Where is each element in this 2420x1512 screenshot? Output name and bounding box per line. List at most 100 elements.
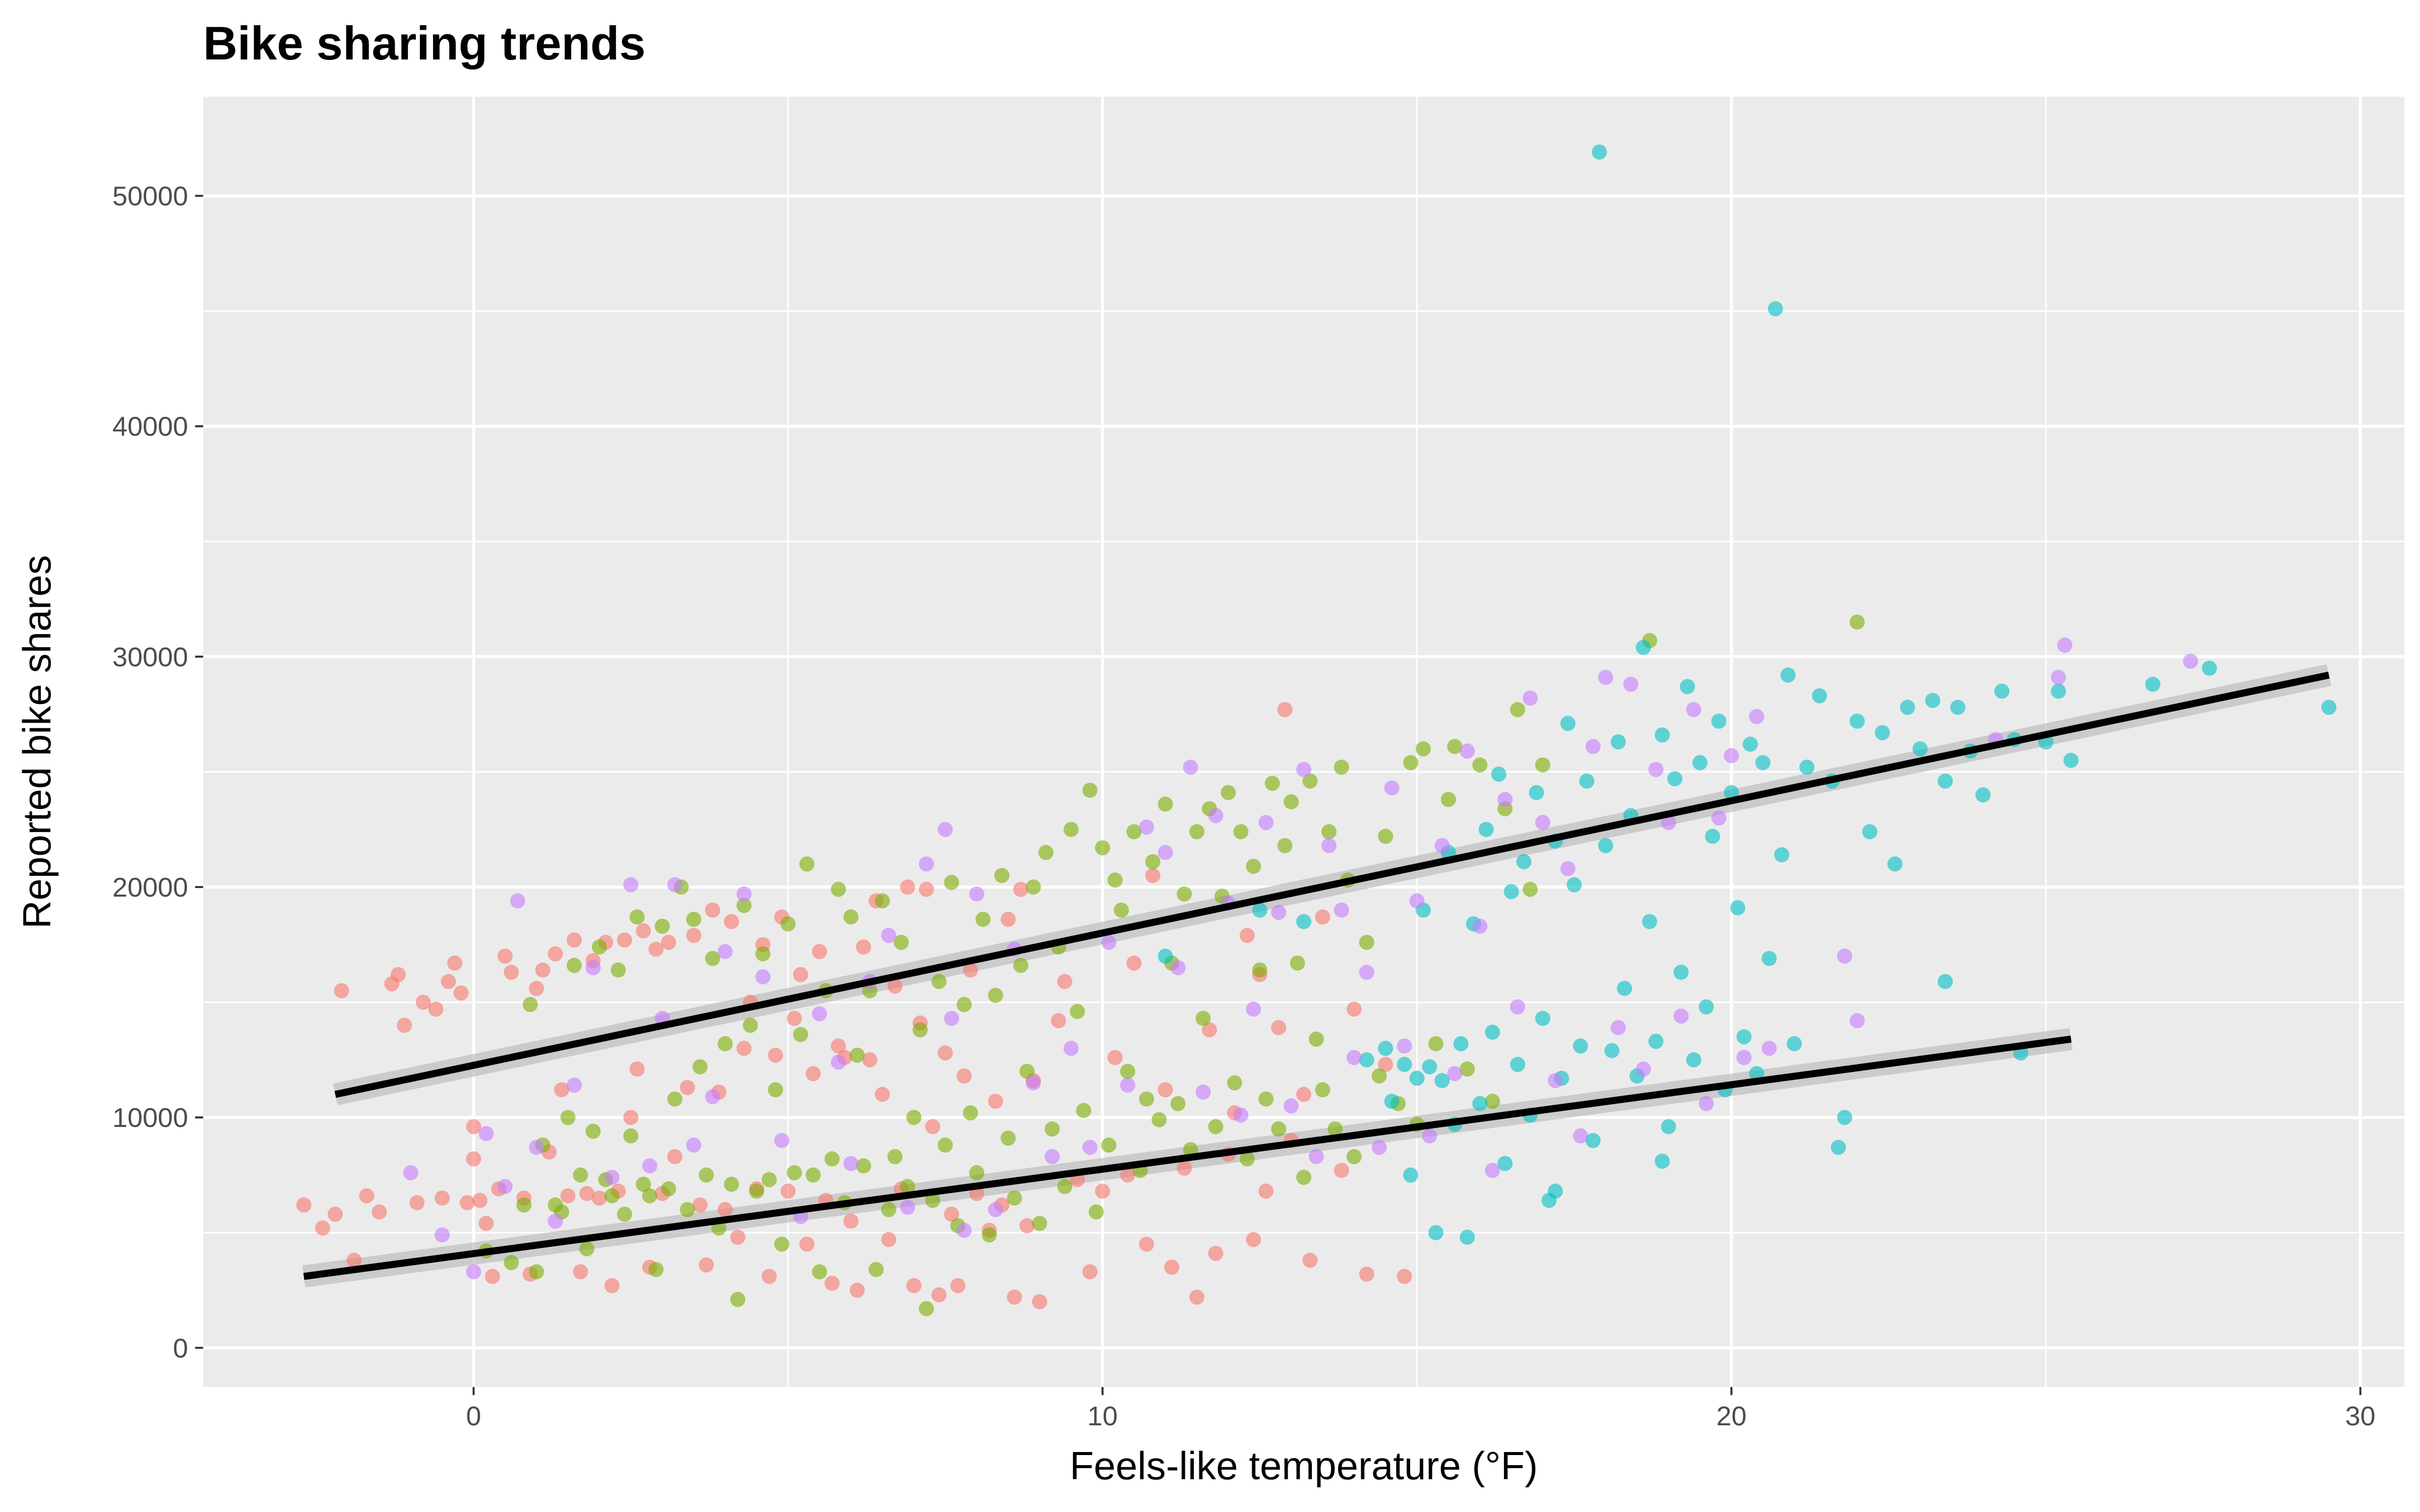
data-point [2050, 670, 2066, 685]
y-tick-label: 40000 [112, 412, 188, 442]
data-point [1378, 1041, 1394, 1056]
data-point [1038, 845, 1054, 860]
data-point [1636, 640, 1651, 655]
data-point [1440, 792, 1456, 807]
data-point [1208, 808, 1224, 824]
data-point [1849, 1013, 1865, 1029]
data-point [1076, 1103, 1092, 1118]
data-point [1378, 829, 1394, 844]
data-point [1799, 760, 1814, 775]
y-tick-label: 20000 [112, 872, 188, 903]
data-point [1416, 741, 1431, 757]
data-point [1849, 713, 1865, 729]
data-point [812, 1264, 827, 1280]
data-point [1472, 757, 1488, 773]
data-point [862, 1052, 878, 1067]
data-point [667, 1149, 683, 1164]
data-point [1837, 1110, 1852, 1125]
data-point [944, 874, 959, 890]
data-point [648, 1262, 664, 1277]
data-point [956, 1223, 972, 1238]
data-point [1271, 1121, 1287, 1137]
data-point [1912, 741, 1928, 757]
data-point [1152, 1112, 1167, 1127]
data-point [698, 1167, 714, 1183]
data-point [1403, 1167, 1419, 1183]
data-point [931, 1287, 947, 1303]
data-point [1013, 881, 1028, 897]
data-point [428, 1001, 444, 1017]
data-point [1246, 1232, 1261, 1247]
data-point [415, 994, 431, 1010]
data-point [611, 962, 626, 978]
data-point [824, 1151, 840, 1167]
data-point [1271, 1020, 1287, 1035]
data-point [856, 939, 871, 955]
data-point [1346, 1149, 1362, 1164]
data-point [1189, 1289, 1204, 1305]
data-point [1069, 1003, 1085, 1019]
data-point [1107, 872, 1123, 888]
data-point [768, 1082, 783, 1098]
data-point [950, 1278, 965, 1293]
data-point [717, 1036, 733, 1051]
data-point [1673, 1009, 1689, 1024]
data-point [667, 1091, 683, 1107]
data-point [1900, 700, 1915, 715]
data-point [875, 1087, 890, 1102]
data-point [856, 1158, 871, 1174]
data-point [1107, 1050, 1123, 1065]
data-point [761, 1172, 777, 1187]
data-point [1711, 713, 1727, 729]
data-point [453, 985, 469, 1001]
fit-line [334, 671, 2330, 1098]
data-point [1258, 815, 1274, 830]
data-point [887, 978, 903, 994]
data-point [944, 1011, 959, 1026]
chart-title: Bike sharing trends [203, 17, 646, 70]
data-point [1503, 884, 1519, 900]
data-point [1692, 755, 1708, 771]
data-point [478, 1216, 494, 1231]
data-point [1655, 1154, 1670, 1169]
data-point [1170, 960, 1186, 975]
data-point [1648, 1034, 1664, 1049]
data-point [1585, 739, 1601, 754]
data-point [1208, 1245, 1224, 1261]
data-point [1699, 999, 1714, 1015]
data-point [478, 1126, 494, 1142]
data-point [705, 902, 720, 918]
data-point [1158, 949, 1173, 964]
data-point [919, 881, 934, 897]
data-point [1510, 1057, 1526, 1072]
data-point [843, 1156, 859, 1171]
data-point [1523, 690, 1538, 706]
data-point [1063, 1041, 1079, 1056]
data-point [1221, 785, 1236, 800]
data-point [812, 1006, 827, 1022]
data-point [548, 1213, 563, 1229]
data-point [466, 1151, 481, 1167]
data-point [1585, 1132, 1601, 1148]
data-point [1566, 877, 1582, 893]
data-point [1120, 1078, 1135, 1093]
data-point [868, 1262, 884, 1277]
data-point [937, 1045, 953, 1061]
data-point [850, 1047, 865, 1063]
data-point [529, 981, 544, 996]
data-point [755, 969, 771, 985]
data-point [705, 1089, 720, 1104]
data-point [1315, 1082, 1330, 1098]
data-point [617, 932, 632, 948]
data-point [1296, 1087, 1311, 1102]
data-point [875, 893, 890, 909]
data-point [1252, 962, 1267, 978]
data-point [1699, 1096, 1714, 1111]
data-point [1296, 1170, 1311, 1185]
data-point [1189, 824, 1204, 840]
data-point [1434, 838, 1450, 853]
data-point [1158, 796, 1173, 812]
data-point [296, 1197, 312, 1213]
data-point [1359, 934, 1374, 950]
data-point [1862, 824, 1878, 840]
